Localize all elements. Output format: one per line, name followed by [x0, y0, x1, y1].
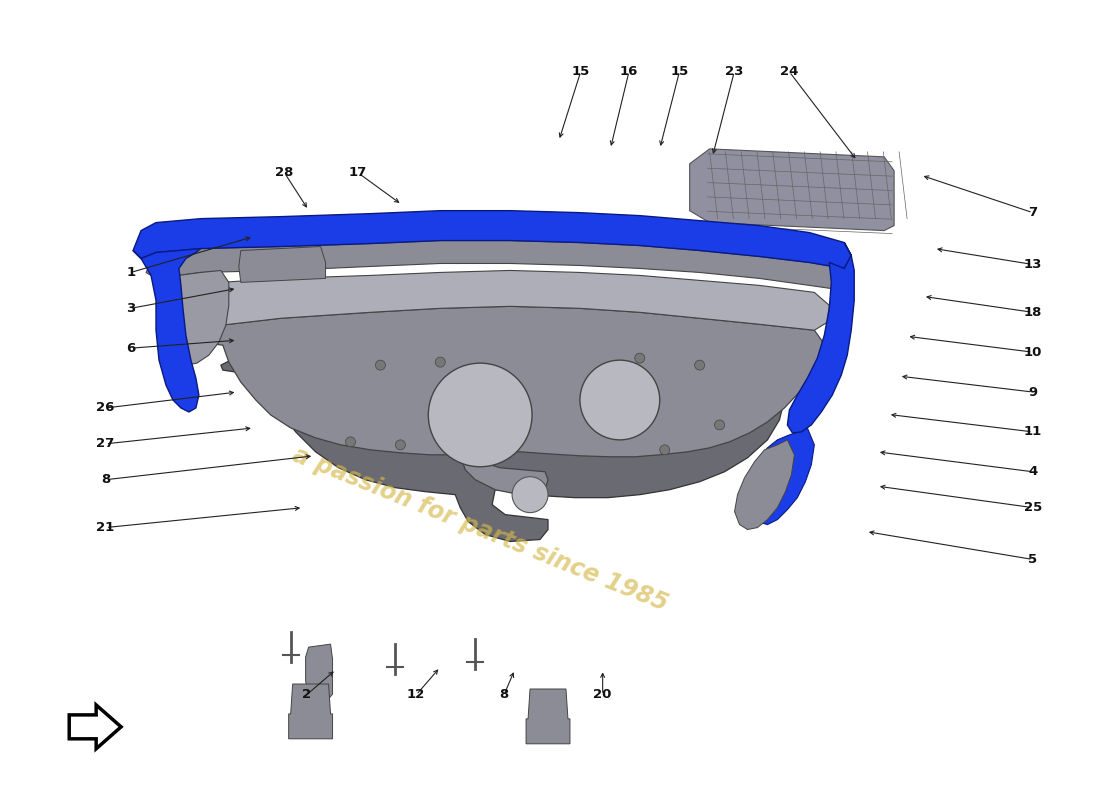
Polygon shape — [146, 241, 851, 290]
Polygon shape — [239, 246, 326, 282]
Polygon shape — [288, 684, 332, 739]
Text: 24: 24 — [780, 65, 799, 78]
Text: 15: 15 — [572, 65, 590, 78]
Text: 8: 8 — [101, 474, 110, 486]
Polygon shape — [788, 242, 855, 433]
Circle shape — [428, 363, 532, 466]
Circle shape — [513, 477, 548, 513]
Polygon shape — [156, 270, 229, 365]
Text: 17: 17 — [349, 166, 367, 179]
Text: 21: 21 — [97, 521, 114, 534]
Circle shape — [436, 357, 446, 367]
Circle shape — [715, 420, 725, 430]
Text: 18: 18 — [1024, 306, 1042, 319]
Text: 8: 8 — [499, 689, 508, 702]
Text: 6: 6 — [126, 342, 135, 354]
Text: 15: 15 — [670, 65, 689, 78]
Circle shape — [395, 440, 406, 450]
Text: 3: 3 — [126, 302, 135, 315]
Polygon shape — [69, 705, 121, 749]
Text: 11: 11 — [1024, 426, 1042, 438]
Polygon shape — [526, 689, 570, 744]
Polygon shape — [221, 335, 784, 542]
Text: a passion for parts since 1985: a passion for parts since 1985 — [289, 443, 671, 616]
Circle shape — [345, 437, 355, 447]
Polygon shape — [735, 440, 794, 530]
Text: 13: 13 — [1024, 258, 1042, 271]
Circle shape — [660, 445, 670, 455]
Text: 7: 7 — [1028, 206, 1037, 219]
Text: 5: 5 — [1028, 553, 1037, 566]
Polygon shape — [306, 644, 332, 699]
Text: 10: 10 — [1024, 346, 1042, 358]
Polygon shape — [690, 149, 894, 230]
Polygon shape — [133, 249, 201, 412]
Text: 27: 27 — [97, 438, 114, 450]
Circle shape — [635, 353, 645, 363]
Text: 9: 9 — [1028, 386, 1037, 398]
Text: 4: 4 — [1028, 466, 1037, 478]
Polygon shape — [180, 306, 827, 494]
Text: 12: 12 — [407, 689, 426, 702]
Polygon shape — [748, 428, 814, 525]
Text: 2: 2 — [301, 689, 311, 702]
Text: 20: 20 — [594, 689, 612, 702]
Text: 25: 25 — [1024, 501, 1042, 514]
Text: 26: 26 — [97, 402, 114, 414]
Polygon shape — [180, 270, 829, 332]
Circle shape — [694, 360, 705, 370]
Text: 28: 28 — [275, 166, 294, 179]
Text: 16: 16 — [619, 65, 638, 78]
Polygon shape — [133, 210, 851, 269]
Circle shape — [580, 360, 660, 440]
Circle shape — [375, 360, 385, 370]
Text: 23: 23 — [725, 65, 744, 78]
Text: 1: 1 — [126, 266, 135, 279]
